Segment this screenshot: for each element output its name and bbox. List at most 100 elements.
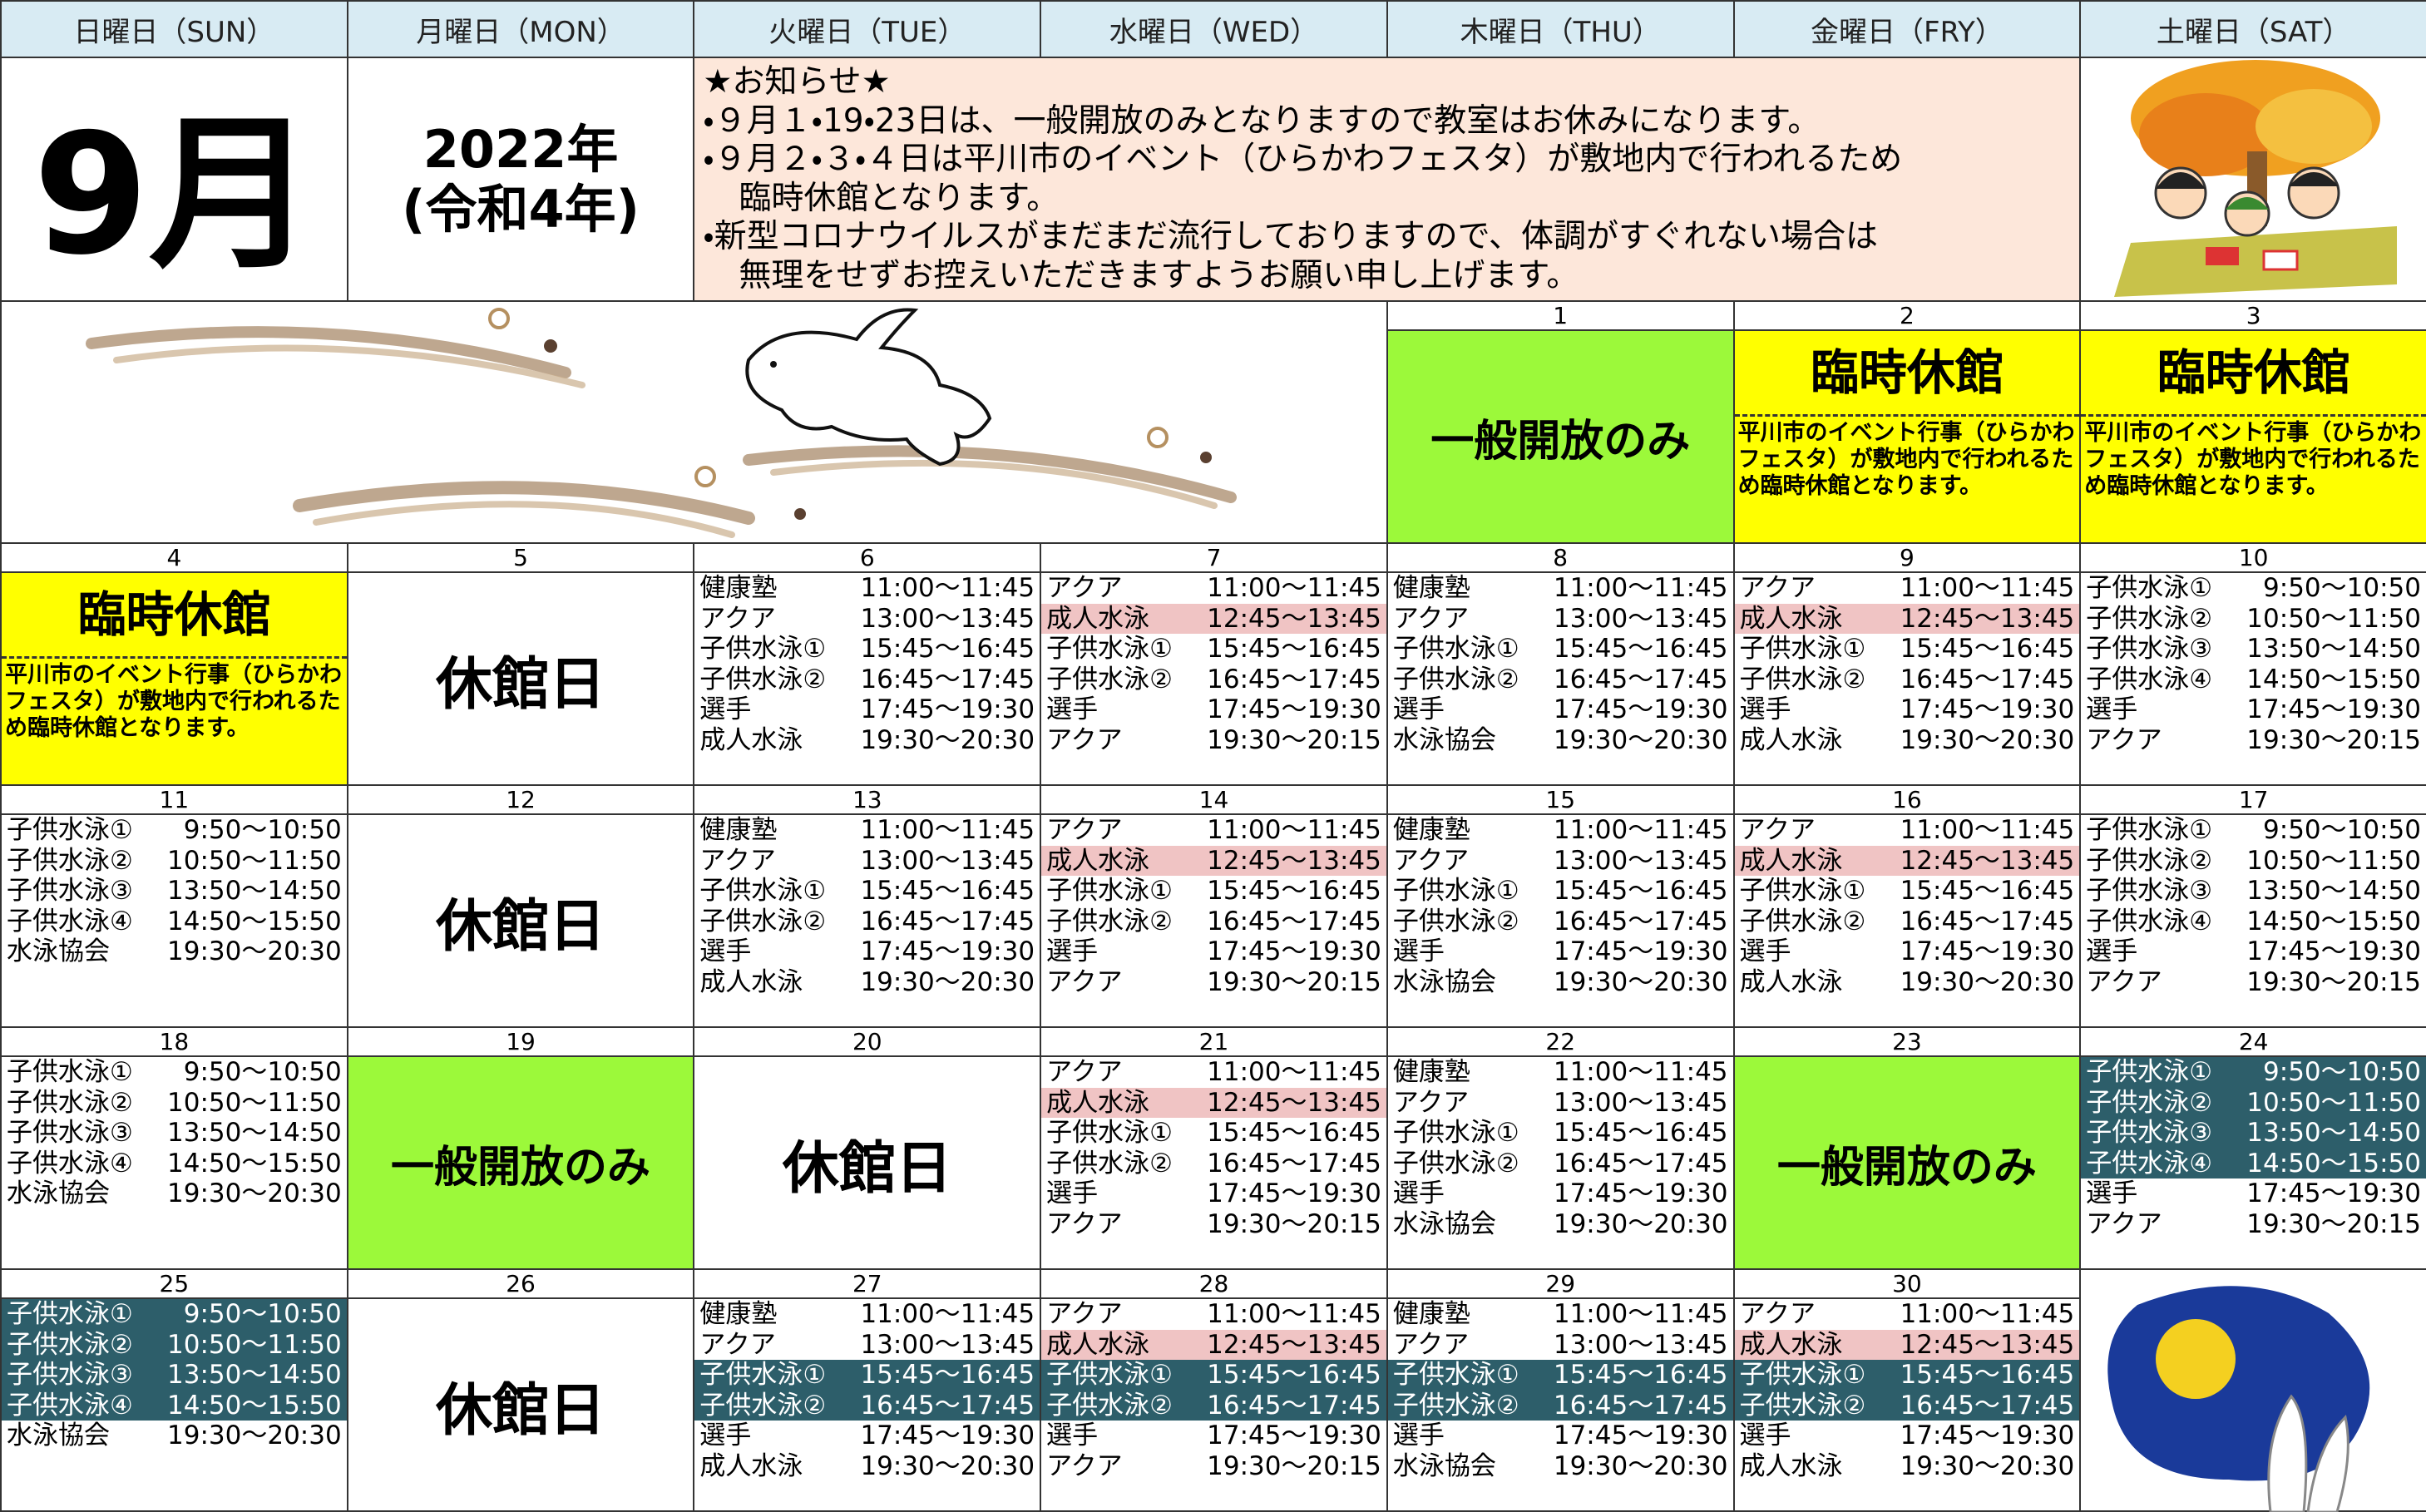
entry-time: 11:00～11:45	[1554, 1057, 1728, 1088]
entry-time: 16:45～17:45	[1207, 907, 1381, 937]
entry-time: 16:45～17:45	[1554, 1149, 1728, 1179]
entry-name: 選手	[2086, 1178, 2137, 1209]
day-cell: 健康塾11:00～11:45アクア13:00～13:45子供水泳①15:45～1…	[1386, 571, 1735, 786]
entry-name: アクア	[1046, 1057, 1122, 1088]
schedule-entry: 子供水泳③13:50～14:50	[2081, 876, 2426, 907]
entry-time: 17:45～19:30	[1900, 936, 2075, 967]
date: 11	[0, 784, 348, 815]
schedule-entry: 選手17:45～19:30	[1041, 694, 1386, 725]
entry-time: 11:00～11:45	[1207, 573, 1381, 604]
entry-time: 17:45～19:30	[2246, 1178, 2421, 1209]
entry-time: 19:30～20:30	[860, 1451, 1035, 1482]
date: 22	[1386, 1026, 1735, 1057]
schedule-entry: 子供水泳②16:45～17:45	[1388, 665, 1733, 695]
entry-name: アクア	[1393, 604, 1469, 635]
entry-time: 11:00～11:45	[1207, 1299, 1381, 1330]
schedule-entry: 子供水泳①15:45～16:45	[1041, 634, 1386, 665]
entry-name: 子供水泳④	[7, 1149, 133, 1179]
schedule-entry: 選手17:45～19:30	[694, 694, 1040, 725]
entry-time: 9:50～10:50	[184, 1299, 342, 1330]
entry-name: 子供水泳①	[699, 634, 826, 665]
entry-name: 子供水泳①	[1393, 1118, 1519, 1149]
day-cell: 子供水泳①9:50～10:50子供水泳②10:50～11:50子供水泳③13:5…	[2079, 1055, 2426, 1270]
schedule-entry: 子供水泳②16:45～17:45	[694, 907, 1040, 937]
day-cell: 休館日	[693, 1055, 1041, 1270]
entry-time: 11:00～11:45	[860, 1299, 1035, 1330]
entry-name: アクア	[699, 846, 775, 877]
day-cell: 健康塾11:00～11:45アクア13:00～13:45子供水泳①15:45～1…	[693, 1297, 1041, 1512]
date: 14	[1040, 784, 1388, 815]
entry-time: 17:45～19:30	[1900, 694, 2075, 725]
entry-time: 16:45～17:45	[860, 907, 1035, 937]
entry-time: 17:45～19:30	[2246, 936, 2421, 967]
entry-time: 13:00～13:45	[1554, 1330, 1728, 1361]
schedule-entry: 子供水泳①15:45～16:45	[1735, 876, 2080, 907]
schedule-entry: 子供水泳①15:45～16:45	[1041, 1118, 1386, 1149]
entry-time: 16:45～17:45	[1207, 665, 1381, 695]
date: 18	[0, 1026, 348, 1057]
date: 13	[693, 784, 1041, 815]
notice-line: ・９月１・19・23日は、一般開放のみとなりますので教室はお休みになります。	[703, 102, 2071, 141]
schedule-entry: 子供水泳④14:50～15:50	[2, 907, 347, 937]
day-header: 月曜日（MON）	[347, 0, 695, 58]
entry-time: 10:50～11:50	[167, 1088, 342, 1119]
month: 9月	[33, 59, 315, 300]
entry-time: 19:30～20:30	[860, 967, 1035, 998]
entry-time: 10:50～11:50	[2246, 846, 2421, 877]
entry-name: 選手	[1046, 1421, 1098, 1451]
entry-time: 12:45～13:45	[1900, 846, 2075, 877]
entry-time: 13:50～14:50	[2246, 634, 2421, 665]
entry-name: アクア	[1740, 573, 1816, 604]
schedule-entry: 成人水泳19:30～20:30	[694, 1451, 1040, 1482]
schedule-entry: 成人水泳12:45～13:45	[1735, 604, 2080, 635]
schedule-entry: 子供水泳②16:45～17:45	[1735, 907, 2080, 937]
schedule-entry: 子供水泳③13:50～14:50	[2, 1118, 347, 1149]
schedule-entry: アクア11:00～11:45	[1735, 815, 2080, 846]
day-cell: 一般開放のみ	[1386, 329, 1735, 544]
entry-name: 子供水泳③	[2086, 1118, 2212, 1149]
schedule-entry: 子供水泳②16:45～17:45	[1041, 907, 1386, 937]
schedule-entry: 選手17:45～19:30	[2081, 694, 2426, 725]
schedule-entry: 水泳協会19:30～20:30	[1388, 967, 1733, 998]
date: 12	[347, 784, 695, 815]
date: 5	[347, 542, 695, 573]
day-header: 水曜日（WED）	[1040, 0, 1388, 58]
schedule-entry: 子供水泳①15:45～16:45	[1388, 1118, 1733, 1149]
entry-time: 13:00～13:45	[1554, 604, 1728, 635]
schedule-entry: 子供水泳②16:45～17:45	[694, 665, 1040, 695]
entry-name: アクア	[1046, 967, 1122, 998]
schedule-entry: 成人水泳12:45～13:45	[1041, 604, 1386, 635]
schedule-entry: アクア19:30～20:15	[2081, 725, 2426, 756]
entry-time: 12:45～13:45	[1207, 1330, 1381, 1361]
schedule-entry: 選手17:45～19:30	[694, 1421, 1040, 1451]
date: 27	[693, 1268, 1041, 1299]
entry-time: 17:45～19:30	[1207, 1421, 1381, 1451]
notice-line: 臨時休館となります。	[703, 180, 2071, 219]
schedule-entry: 水泳協会19:30～20:30	[2, 1178, 347, 1209]
entry-name: アクア	[2086, 725, 2162, 756]
schedule-entry: 子供水泳②16:45～17:45	[1735, 1391, 2080, 1421]
entry-time: 16:45～17:45	[860, 665, 1035, 695]
entry-name: 水泳協会	[7, 1421, 110, 1451]
entry-time: 19:30～20:15	[1207, 967, 1381, 998]
entry-time: 11:00～11:45	[1554, 1299, 1728, 1330]
entry-time: 14:50～15:50	[2246, 1149, 2421, 1179]
schedule-entry: 子供水泳④14:50～15:50	[2081, 907, 2426, 937]
entry-name: 水泳協会	[1393, 1451, 1496, 1482]
entry-name: 選手	[1393, 1421, 1445, 1451]
schedule-entry: 子供水泳②10:50～11:50	[2, 846, 347, 877]
entry-name: 子供水泳①	[7, 1299, 133, 1330]
entry-time: 17:45～19:30	[1554, 1421, 1728, 1451]
entry-name: 選手	[1393, 936, 1445, 967]
day-cell: 一般開放のみ	[1733, 1055, 2082, 1270]
schedule-entry: 選手17:45～19:30	[1388, 694, 1733, 725]
entry-name: アクア	[1740, 1299, 1816, 1330]
schedule-entry: 水泳協会 19:30～20:30	[1388, 1451, 1733, 1482]
entry-name: 成人水泳	[1046, 1330, 1149, 1361]
date: 17	[2079, 784, 2426, 815]
schedule-entry: アクア19:30～20:15	[2081, 1209, 2426, 1240]
entry-name: 子供水泳①	[1046, 1118, 1173, 1149]
date: 4	[0, 542, 348, 573]
entry-time: 19:30～20:30	[1554, 1451, 1728, 1482]
day-cell: 健康塾11:00～11:45アクア13:00～13:45子供水泳①15:45～1…	[1386, 1055, 1735, 1270]
